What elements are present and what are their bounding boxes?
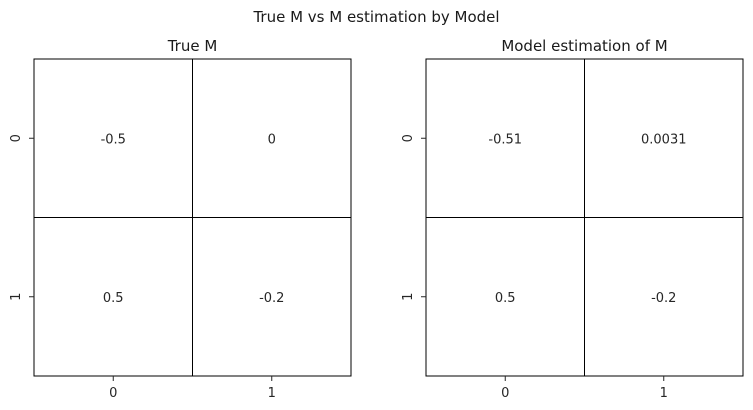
heatmap-cell xyxy=(192,217,352,377)
figure-title: True M vs M estimation by Model xyxy=(253,8,500,26)
y-tick-label: 0 xyxy=(401,134,416,142)
cell-value-label: -0.2 xyxy=(651,291,676,306)
subplot-title: Model estimation of M xyxy=(501,37,667,55)
x-tick-label: 1 xyxy=(660,386,668,401)
heatmap-cell xyxy=(425,217,585,377)
cell-value-label: 0.0031 xyxy=(641,132,687,147)
heatmap-cell xyxy=(425,58,585,218)
cell-value-label: 0 xyxy=(268,132,276,147)
cell-value-label: 0.5 xyxy=(495,291,516,306)
cell-value-label: 0.5 xyxy=(103,291,124,306)
y-tick-label: 0 xyxy=(9,134,24,142)
heatmap-cell xyxy=(584,217,744,377)
cell-value-label: -0.5 xyxy=(101,132,126,147)
cell-value-label: -0.51 xyxy=(488,132,522,147)
subplot-title: True M xyxy=(167,37,218,55)
heatmap-cell xyxy=(584,58,744,218)
x-tick-label: 1 xyxy=(268,386,276,401)
cell-value-label: -0.2 xyxy=(259,291,284,306)
x-tick-label: 0 xyxy=(501,386,509,401)
x-tick-label: 0 xyxy=(109,386,117,401)
y-tick-label: 1 xyxy=(9,293,24,301)
y-tick-label: 1 xyxy=(401,293,416,301)
